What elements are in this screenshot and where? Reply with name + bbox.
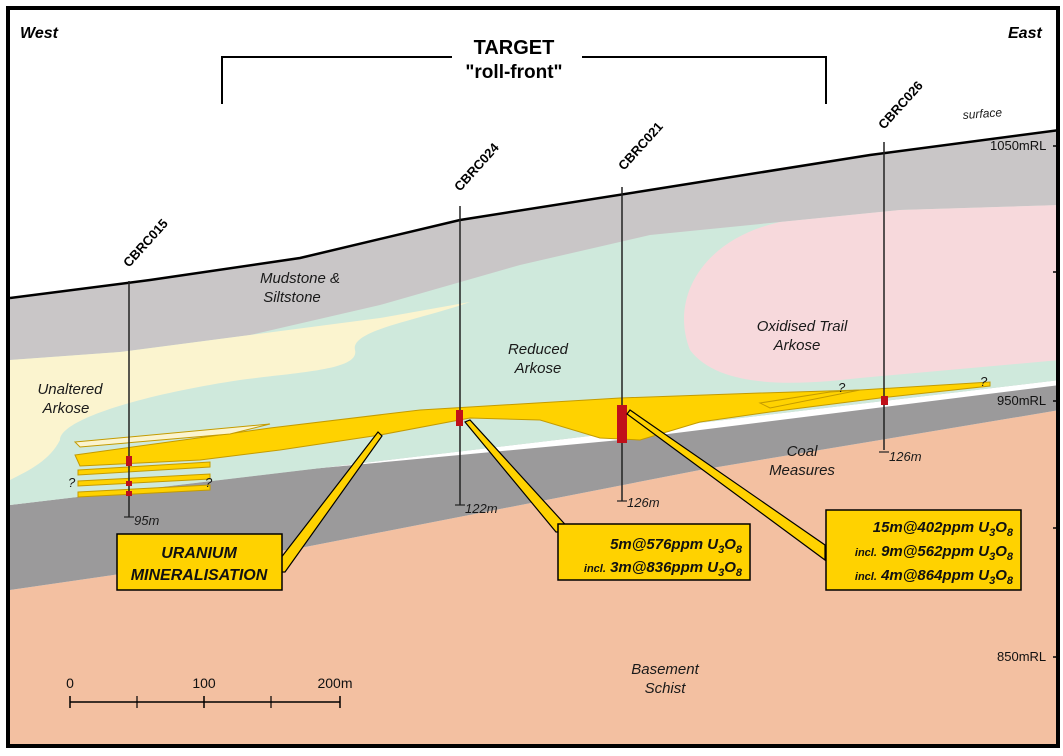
cbrc026-depth: 126m [889,449,922,464]
basement-label-line1: Basement [631,661,699,678]
rl-850-label: 850mRL [997,649,1046,664]
question-mark-west-2: ? [205,475,213,490]
west-label: West [20,25,59,42]
unaltered-label-line1: Unaltered [37,381,103,398]
target-bracket [221,56,827,104]
c021-callout-main: 15m@402ppm U3O8 [873,519,1014,539]
basement-label-line2: Schist [645,680,687,697]
ore-intercept-cbrc026 [881,396,888,405]
uranium-callout-box [116,533,283,591]
coal-label-line2: Measures [769,462,835,479]
question-mark-west-1: ? [68,475,76,490]
uranium-callout-line1: URANIUM [161,545,237,562]
scale-bar: 0 100 200m [66,675,353,708]
yellow-lens-2 [77,461,211,476]
ore-intercept-cbrc021 [617,405,627,443]
c021-callout-incl2: incl. 4m@864ppm U3O8 [855,567,1014,587]
scale-tick-200: 200m [317,675,352,691]
uranium-callout-line2: MINERALISATION [131,567,268,584]
oxidised-arkose-unit [684,205,1056,383]
unaltered-label-line2: Arkose [42,400,90,417]
ore-intercept-cbrc015-3 [126,491,132,496]
unaltered-arkose-unit [10,302,470,480]
question-mark-east-2: ? [980,374,988,389]
yellow-lens-4 [77,484,211,498]
c021-callout-box [825,509,1022,591]
question-mark-east-1: ? [838,380,846,395]
target-subtitle: "roll-front" [465,62,562,83]
yellow-lens-3 [77,473,211,487]
scale-tick-100: 100 [192,675,216,691]
c024-callout-main: 5m@576ppm U3O8 [610,536,743,556]
reduced-label-line2: Arkose [514,360,562,377]
rl-1050-label: 1050mRL [990,138,1046,153]
cbrc024-depth: 122m [465,501,498,516]
c021-leader [626,409,826,562]
ore-intercept-cbrc024 [456,410,463,426]
cbrc021-depth: 126m [627,495,660,510]
yellow-lens-east [758,389,861,409]
east-label: East [1008,25,1042,42]
yellow-lens-1 [73,423,271,448]
cbrc015-depth: 95m [134,513,159,528]
rl-950-label: 950mRL [997,393,1046,408]
mudstone-label-line1: Mudstone & [260,270,340,287]
target-title: TARGET [474,37,555,59]
basement-schist-unit [10,410,1056,744]
ore-intercept-cbrc015-2 [126,481,132,486]
reduced-label-line1: Reduced [508,341,569,358]
ore-intercept-cbrc015-1 [126,456,132,466]
oxidised-label-line2: Arkose [773,337,821,354]
c024-callout-incl: incl. 3m@836ppm U3O8 [584,559,743,579]
surface-label: surface [962,105,1003,122]
coal-label-line1: Coal [787,443,819,460]
oxidised-label-line1: Oxidised Trail [757,318,848,335]
c024-callout-box [557,523,751,581]
mudstone-label-line2: Siltstone [263,289,321,306]
scale-tick-0: 0 [66,675,74,691]
c021-callout-incl1: incl. 9m@562ppm U3O8 [855,543,1014,563]
